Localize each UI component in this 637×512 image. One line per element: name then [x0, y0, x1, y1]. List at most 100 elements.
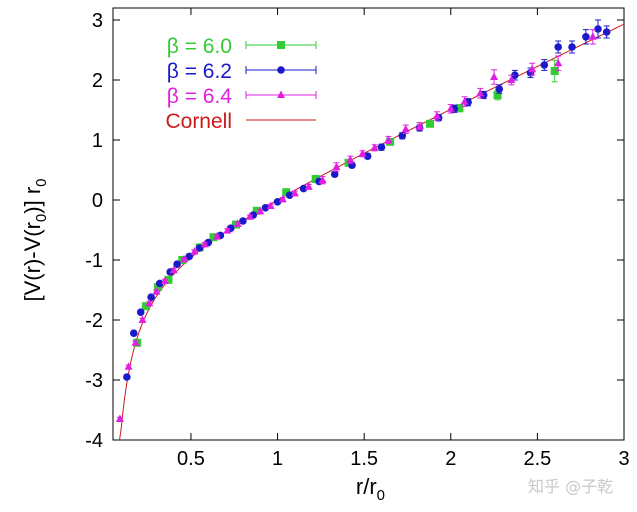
data-point [304, 182, 313, 190]
data-point [173, 260, 181, 269]
data-point [363, 152, 372, 160]
data-point [455, 104, 464, 113]
data-point [370, 143, 379, 151]
legend-marker [277, 66, 285, 74]
data-point [152, 287, 161, 295]
data-point [432, 111, 441, 119]
data-point [169, 265, 178, 274]
data-point [358, 149, 367, 157]
legend-label: β = 6.4 [167, 85, 233, 108]
data-point [493, 91, 502, 99]
data-points [115, 19, 611, 422]
data-point [582, 33, 590, 41]
data-point [299, 184, 308, 193]
data-point [384, 135, 393, 143]
data-point [138, 315, 147, 323]
legend-label: β = 6.2 [167, 60, 232, 83]
data-point [554, 58, 563, 67]
data-point [124, 362, 133, 370]
data-point [540, 61, 549, 69]
data-point [568, 43, 576, 51]
data-point [245, 212, 254, 220]
data-point [273, 198, 282, 206]
x-tick-label: 0.5 [177, 448, 205, 470]
data-point [256, 206, 265, 215]
y-tick-label: -2 [85, 310, 103, 332]
x-tick-label: 1.5 [350, 448, 378, 470]
data-point [594, 25, 602, 33]
legend-label: β = 6.0 [167, 35, 232, 58]
data-point [330, 170, 339, 178]
data-point [223, 226, 232, 234]
data-point [278, 194, 287, 203]
data-point [160, 276, 169, 284]
data-point [290, 188, 299, 197]
data-point [311, 175, 320, 183]
legend-marker [277, 90, 285, 98]
data-point [490, 72, 499, 80]
data-point [602, 28, 611, 36]
series-triangle [115, 29, 597, 422]
data-point [495, 85, 504, 93]
data-point [115, 414, 124, 422]
x-tick-label: 1 [272, 448, 283, 470]
data-point [511, 71, 519, 79]
data-point [550, 67, 559, 75]
y-tick-label: 1 [92, 130, 103, 152]
data-point [266, 201, 275, 209]
data-point [200, 239, 209, 248]
data-point [588, 32, 597, 40]
data-point [554, 43, 562, 51]
data-point [318, 175, 327, 184]
data-point [377, 143, 386, 151]
data-point [282, 188, 291, 197]
data-point [460, 97, 469, 105]
data-point [190, 247, 199, 255]
y-tick-label: 0 [92, 190, 103, 212]
y-tick-label: -3 [85, 370, 103, 392]
y-tick-label: 2 [92, 70, 103, 92]
axes: 0.5 1 1.5 2 2.5 3 -4 -3 -2 -1 0 1 2 3 [85, 7, 630, 470]
data-point [425, 119, 434, 128]
x-tick-label: 3 [618, 448, 629, 470]
svg-text:[V(r)-V(r0)] r0: [V(r)-V(r0)] r0 [20, 179, 50, 302]
data-point [154, 283, 163, 291]
data-point [261, 204, 270, 212]
data-point [155, 279, 164, 288]
y-axis-title: [V(r)-V(r0)] r0 [20, 179, 50, 302]
data-point [507, 75, 516, 83]
legend-label: Cornell [165, 110, 232, 133]
watermark-text: 知乎 @子乾 [528, 477, 613, 496]
plot-frame [112, 7, 625, 441]
x-axis-title: r/r0 [356, 474, 385, 504]
y-tick-label: 3 [92, 10, 103, 32]
data-point [332, 162, 341, 170]
data-point [180, 254, 189, 263]
x-tick-label: 2.5 [523, 448, 551, 470]
data-point [131, 338, 140, 346]
data-point [164, 275, 173, 284]
data-point [446, 104, 455, 112]
data-point [145, 298, 154, 307]
data-point [476, 88, 485, 97]
y-tick-label: -1 [85, 250, 103, 272]
data-point [123, 373, 131, 381]
data-point [233, 219, 242, 227]
y-tick-label: -4 [85, 430, 103, 452]
data-point [401, 124, 410, 133]
data-point [212, 232, 221, 240]
data-point [415, 121, 424, 130]
data-point [209, 233, 218, 242]
x-tick-label: 2 [445, 448, 456, 470]
data-point [239, 217, 247, 225]
data-point [285, 191, 294, 199]
legend-marker [277, 41, 285, 49]
data-point [252, 206, 261, 215]
svg-text:r/r0: r/r0 [356, 474, 385, 504]
data-point [346, 155, 355, 163]
data-point [136, 308, 145, 317]
data-point [528, 64, 537, 73]
data-point [129, 329, 138, 338]
